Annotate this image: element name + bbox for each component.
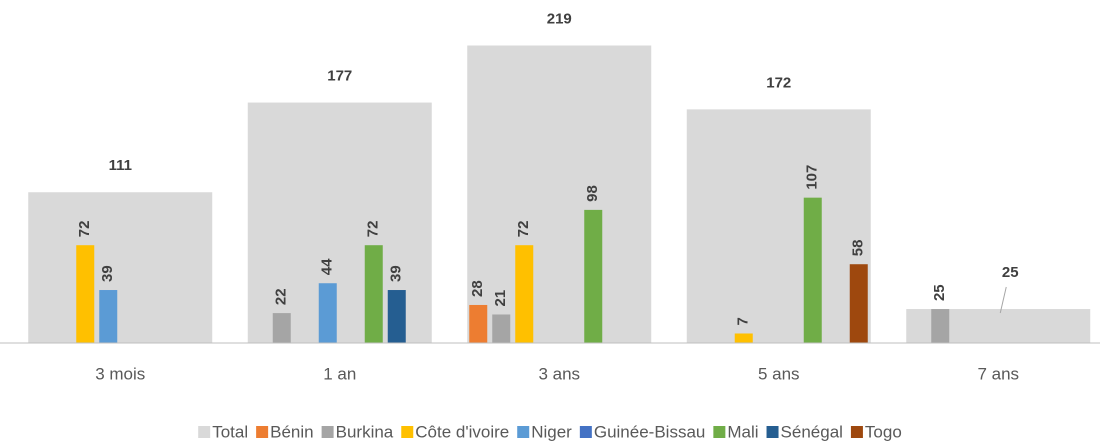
x-tick-label: 1 an xyxy=(323,364,356,383)
bar xyxy=(387,290,406,343)
legend-label: Togo xyxy=(865,422,902,441)
legend-swatch xyxy=(766,426,779,438)
data-label: 72 xyxy=(515,221,532,238)
bar xyxy=(76,245,95,343)
legend-label: Bénin xyxy=(270,422,313,441)
bar xyxy=(803,197,822,343)
data-label: 39 xyxy=(388,265,405,282)
bar xyxy=(99,290,118,343)
data-label: 21 xyxy=(492,290,509,307)
data-label: 39 xyxy=(99,265,116,282)
data-label: 107 xyxy=(804,165,821,190)
legend-label: Guinée-Bissau xyxy=(594,422,706,441)
data-label: 72 xyxy=(76,221,93,238)
data-label: 25 xyxy=(1002,264,1019,281)
legend-label: Total xyxy=(212,422,248,441)
legend: Total Bénin Burkina Côte d'ivoire Niger Guiné… xyxy=(198,422,902,441)
data-label: 22 xyxy=(273,288,290,305)
data-label: 219 xyxy=(547,10,572,27)
total-bar xyxy=(467,45,652,344)
legend-swatch xyxy=(256,426,269,438)
legend-label: Sénégal xyxy=(781,422,843,441)
data-label: 25 xyxy=(931,284,948,301)
x-tick-label: 5 ans xyxy=(758,364,800,383)
legend-label: Burkina xyxy=(336,422,394,441)
bar xyxy=(931,309,950,343)
legend-swatch xyxy=(579,426,592,438)
legend-label: Niger xyxy=(531,422,572,441)
x-tick-label: 3 ans xyxy=(538,364,580,383)
total-bar xyxy=(28,192,213,343)
bar xyxy=(318,283,337,343)
legend-label: Mali xyxy=(727,422,758,441)
legend-swatch xyxy=(198,426,211,438)
data-label: 111 xyxy=(109,157,132,174)
legend-swatch xyxy=(401,426,414,438)
bar xyxy=(492,314,511,343)
legend-swatch xyxy=(713,426,726,438)
bar xyxy=(849,264,868,343)
bar xyxy=(584,209,603,343)
data-label: 58 xyxy=(850,240,867,257)
data-label: 72 xyxy=(365,221,382,238)
legend-swatch xyxy=(850,426,863,438)
data-label: 28 xyxy=(469,280,486,297)
legend-swatch xyxy=(321,426,334,438)
bar xyxy=(364,245,383,343)
legend-label: Côte d'ivoire xyxy=(415,422,509,441)
x-tick-label: 3 mois xyxy=(95,364,145,383)
bar xyxy=(272,313,291,343)
bar xyxy=(734,333,753,343)
total-bar xyxy=(686,109,871,343)
legend-swatch xyxy=(517,426,530,438)
data-label: 172 xyxy=(766,74,791,91)
x-tick-label: 7 ans xyxy=(977,364,1019,383)
data-label: 44 xyxy=(319,258,336,275)
data-label: 177 xyxy=(327,68,352,85)
bar xyxy=(469,304,488,343)
leader-line xyxy=(999,286,1007,314)
data-label: 7 xyxy=(735,317,752,325)
bar xyxy=(515,245,534,343)
data-label: 98 xyxy=(584,185,601,202)
